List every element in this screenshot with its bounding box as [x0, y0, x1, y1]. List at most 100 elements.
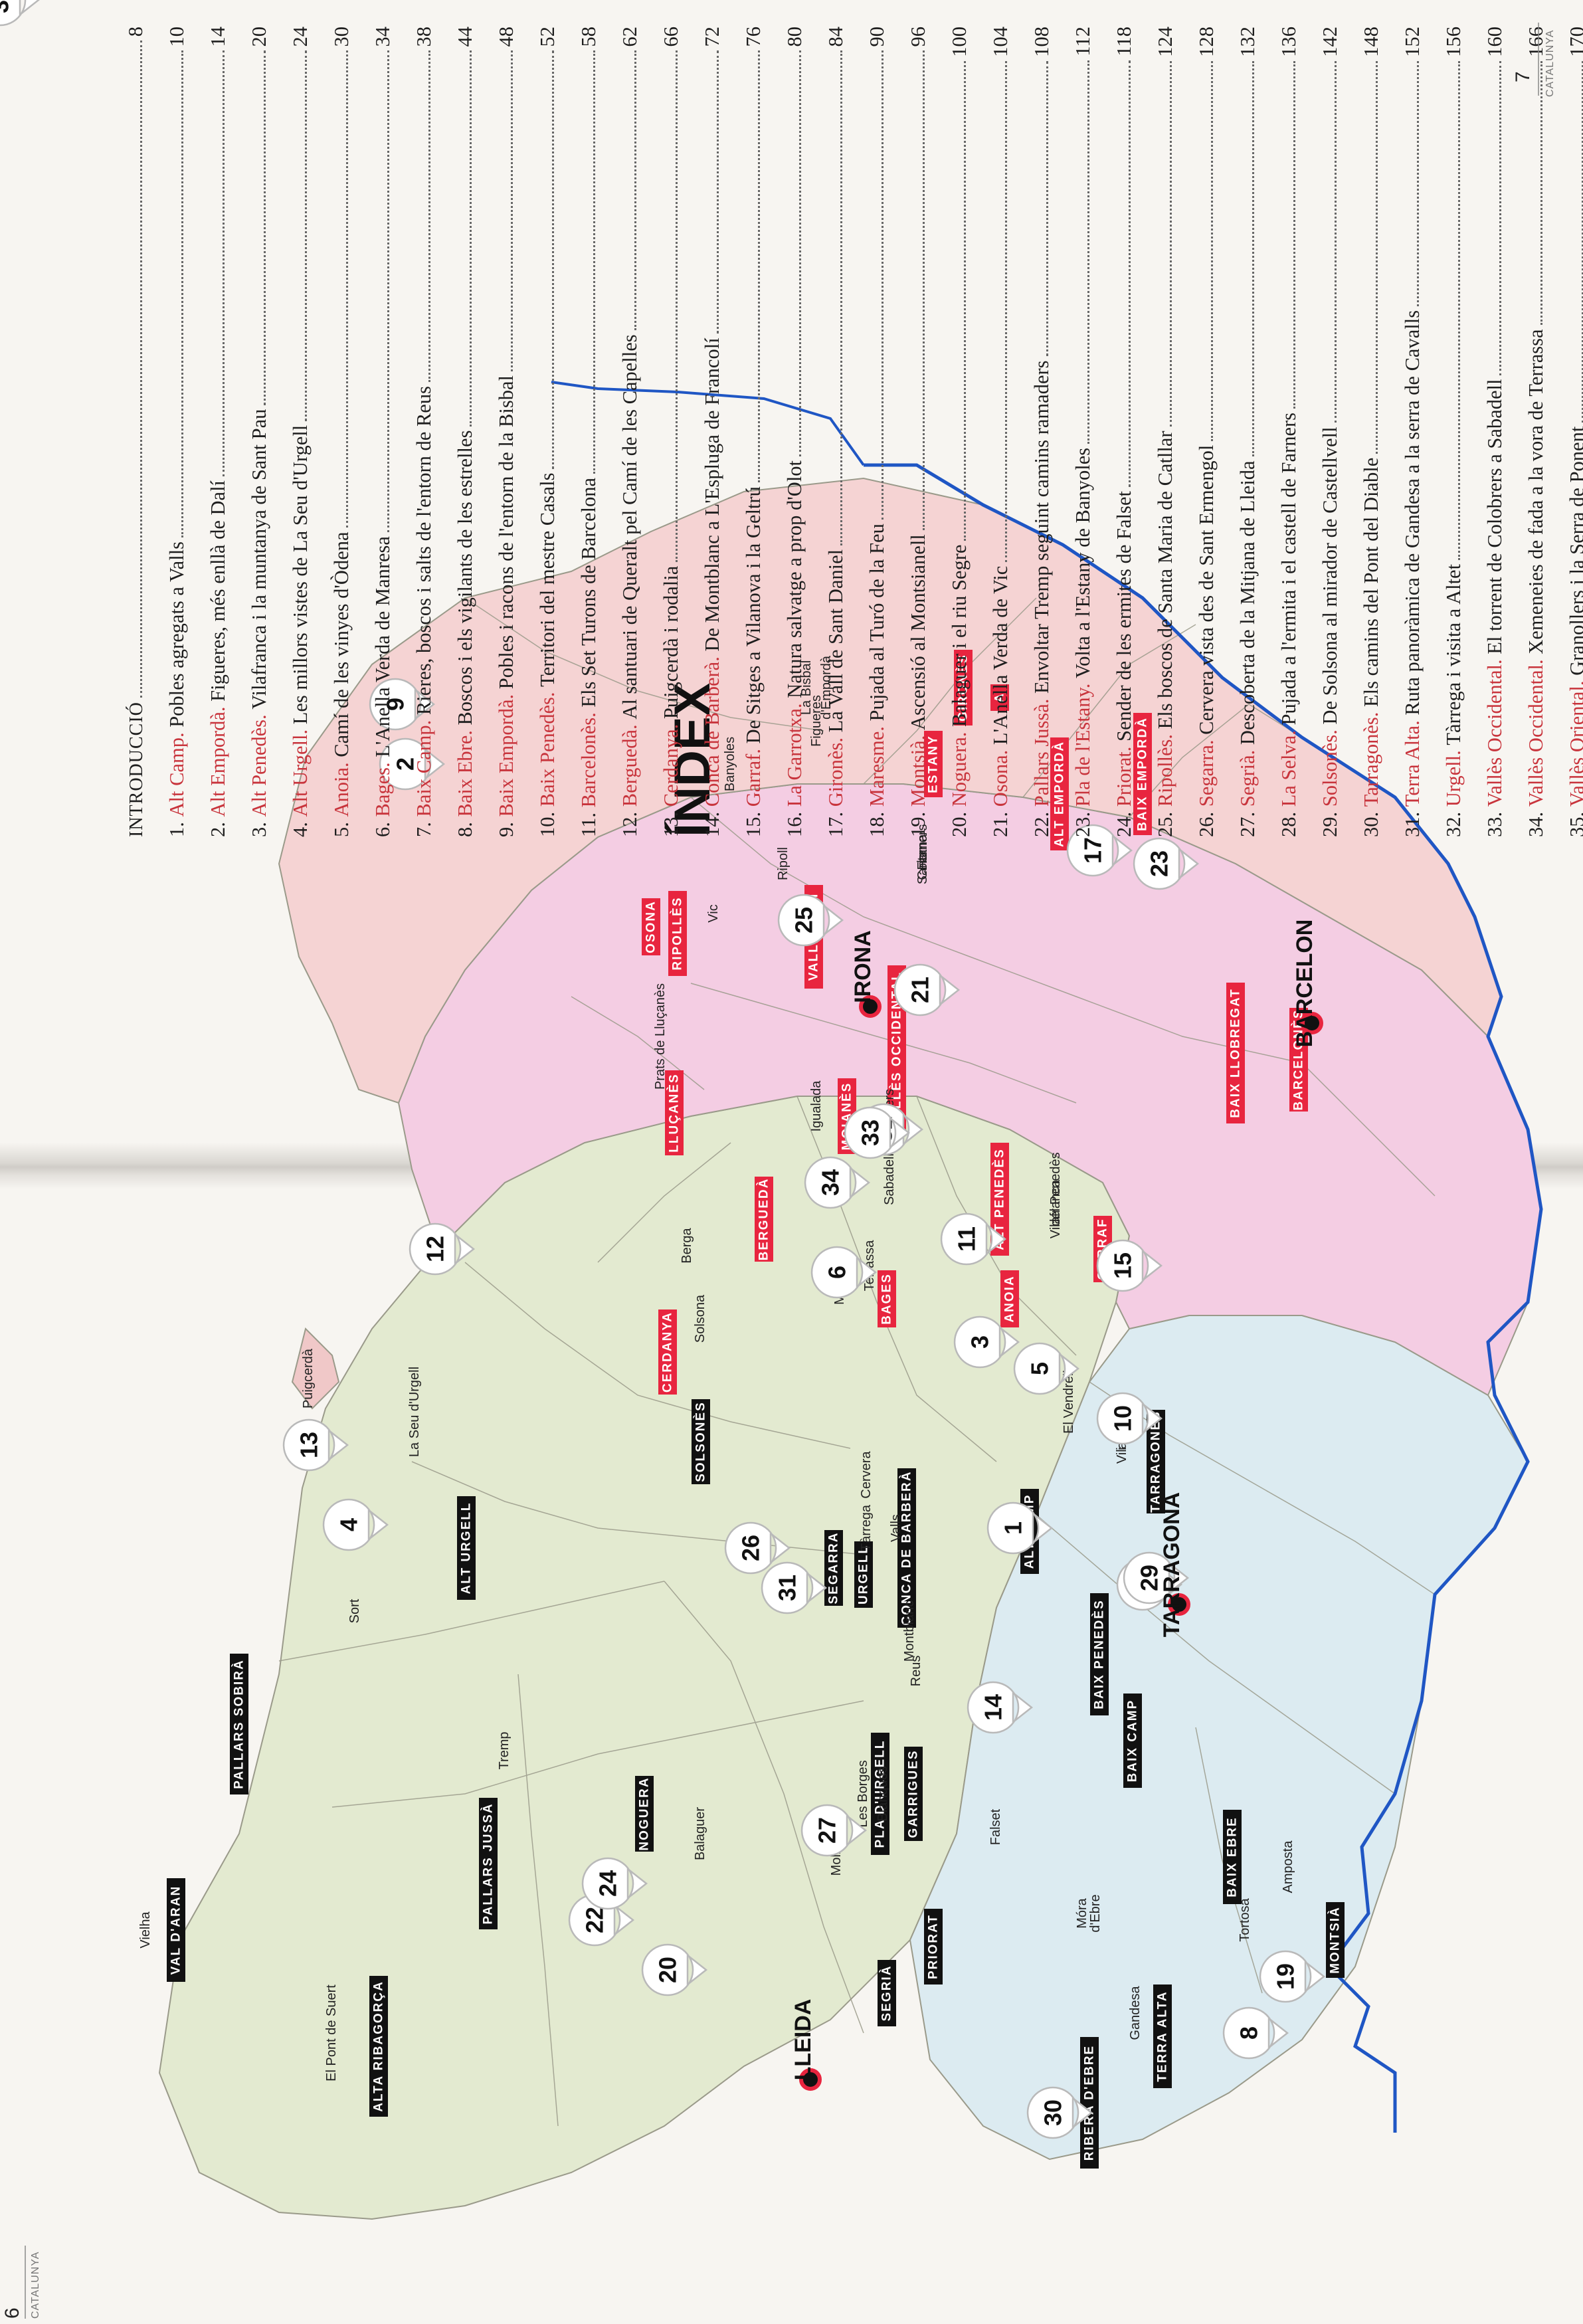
entry-description: Cervera vista des de Sant Ermengol	[1195, 444, 1218, 735]
index-entry[interactable]: 24. Priorat. Sender de les ermites de Fa…	[1095, 27, 1136, 837]
folio-page-number: 6	[1, 2307, 23, 2319]
index-entry[interactable]: 9. Baix Empordà. Pobles i racons de l'en…	[477, 27, 518, 837]
comarca-badge	[990, 1143, 1009, 1256]
index-entry[interactable]: 25. Ripollès. Els boscos de Santa Maria …	[1136, 27, 1177, 837]
entry-page: 112	[1071, 27, 1094, 56]
route-marker[interactable]: 23	[1133, 837, 1200, 890]
index-entry[interactable]: 29. Solsonès. De Solsona al mirador de C…	[1301, 27, 1342, 837]
route-marker[interactable]: 6	[810, 1246, 878, 1299]
route-marker[interactable]: 12	[409, 1222, 476, 1276]
index-entry[interactable]: 8. Baix Ebre. Boscos i els vigilants de …	[436, 27, 477, 837]
index-entry[interactable]: 23. Pla de l'Estany. Volta a l'Estany de…	[1054, 27, 1095, 837]
comarca-name: ESTANY	[927, 735, 941, 793]
index-entry[interactable]: 2. Alt Empordà. Figueres, més enllà de D…	[189, 27, 230, 837]
index-entry[interactable]: 6. Bages. L'Anella Verda de Manresa 34	[353, 27, 395, 837]
marker-pin-icon	[409, 1222, 476, 1276]
index-entry[interactable]: 30. Tarragonès. Els camins del Pont del …	[1342, 27, 1383, 837]
index-entry[interactable]: 33. Vallès Occidental. El torrent de Col…	[1465, 27, 1507, 837]
entry-page: 118	[1113, 27, 1135, 56]
route-marker[interactable]: 26	[724, 1521, 791, 1575]
route-marker[interactable]: 33	[844, 1106, 911, 1159]
route-marker[interactable]: 5	[1013, 1342, 1080, 1395]
route-marker[interactable]: 17	[1066, 824, 1133, 877]
route-marker[interactable]: 20	[641, 1943, 708, 1996]
route-marker[interactable]: 21	[893, 963, 961, 1017]
place-name: Tortosa	[1238, 1897, 1252, 1941]
entry-number: 35.	[1566, 811, 1583, 837]
comarca-label: CONCA DE BARBERÀ	[897, 1468, 916, 1628]
index-entry[interactable]: 18. Maresme. Pujada al Turó de la Feu 90	[848, 27, 889, 837]
entry-region: Noguera.	[948, 731, 971, 807]
route-marker[interactable]: 25	[777, 894, 844, 947]
route-marker[interactable]: 10	[1096, 1392, 1163, 1445]
route-markers: 1234567891011121314151719202122232425262…	[0, 0, 1326, 2139]
entry-page: 148	[1360, 27, 1382, 57]
route-marker[interactable]: 14	[967, 1681, 1034, 1734]
entry-description: Puigcerdà i rodalia	[660, 565, 682, 720]
index-entry[interactable]: 32. Urgell. Tàrrega i visita a Altet 156	[1424, 27, 1465, 837]
index-entry[interactable]: 7. Baix Camp. Rieres, boscos i salts de …	[395, 27, 436, 837]
route-marker[interactable]: 30	[1026, 2086, 1093, 2139]
index-entry[interactable]: 12. Berguedà. Al santuari de Queralt pel…	[601, 27, 642, 837]
marker-number: 10	[1109, 1405, 1137, 1432]
route-marker[interactable]: 15	[1096, 1239, 1163, 1292]
entry-region: Barcelonès.	[577, 712, 600, 808]
index-entry[interactable]: 15. Garraf. De Sitges a Vilanova i la Ge…	[724, 27, 765, 837]
index-entry[interactable]: 27. Segrià. Descoberta de la Mitjana de …	[1218, 27, 1259, 837]
index-entry[interactable]: 3. Alt Penedès. Vilafranca i la muntanya…	[230, 27, 271, 837]
entry-region: Tarragonès.	[1360, 712, 1382, 807]
route-marker[interactable]: 22	[568, 1893, 635, 1947]
route-marker[interactable]: 24	[581, 1857, 648, 1910]
marker-pin-icon	[800, 1804, 868, 1857]
entry-number: 12.	[618, 811, 641, 837]
index-entry[interactable]: 17. Gironès. La Vall de Sant Daniel 84	[806, 27, 848, 837]
route-marker[interactable]: 11	[940, 1212, 1007, 1266]
index-entry[interactable]: 21. Osona. L'Anella Verda de Vic 104	[971, 27, 1012, 837]
index-entry[interactable]: 34. Vallès Occidental. Xemeneies de fada…	[1507, 27, 1548, 837]
coastline	[864, 463, 1543, 2133]
index-entry[interactable]: 1. Alt Camp. Pobles agregats a Valls 10	[147, 27, 189, 837]
index-entry[interactable]: 31. Terra Alta. Ruta panoràmica de Gande…	[1383, 27, 1424, 837]
entry-page: 124	[1154, 27, 1176, 57]
comarca-badge	[479, 1798, 498, 1929]
entry-region: Pallars Jussà.	[1030, 698, 1053, 807]
entry-number: 21.	[989, 811, 1012, 837]
entry-number: 13.	[660, 811, 682, 837]
route-marker[interactable]: 1	[986, 1501, 1054, 1555]
route-marker[interactable]: 2	[379, 737, 446, 791]
route-marker[interactable]: 35	[0, 0, 41, 27]
route-marker[interactable]: 13	[282, 1418, 349, 1472]
index-entry[interactable]: 5. Anoia. Camí de les vinyes d'Òdena 30	[312, 27, 353, 837]
index-entry-intro[interactable]: INTRODUCCIÓ 8	[106, 27, 147, 837]
route-marker[interactable]: 27	[800, 1804, 868, 1857]
route-marker[interactable]: 9	[369, 678, 436, 731]
index-entry[interactable]: 26. Segarra. Cervera vista des de Sant E…	[1177, 27, 1218, 837]
comarca-label: URGELL	[854, 1541, 873, 1608]
leader-dots	[223, 50, 225, 476]
comarca-label: GARRIGUES	[904, 1747, 923, 1841]
index-entry[interactable]: 4. Alt Urgell. Les millors vistes de La …	[271, 27, 312, 837]
comarca-label: TARRAGONÈS	[1147, 1410, 1165, 1513]
index-entry[interactable]: 19. Montsià. Ascensió al Montsianell 96	[889, 27, 930, 837]
route-marker[interactable]: 4	[322, 1498, 389, 1551]
place-name: Les Borges	[856, 1760, 870, 1827]
comarca-badge	[1223, 1810, 1242, 1904]
index-entry[interactable]: 22. Pallars Jussà. Envoltar Tremp seguin…	[1012, 27, 1054, 837]
index-entry[interactable]: 13. Cerdanya. Puigcerdà i rodalia 66	[642, 27, 683, 837]
index-entry[interactable]: 11. Barcelonès. Els Set Turons de Barcel…	[559, 27, 601, 837]
index-entry[interactable]: 20. Noguera. Balaguer i el riu Segre 100	[930, 27, 971, 837]
route-marker[interactable]: 8	[1222, 2006, 1289, 2060]
route-marker[interactable]: 3	[953, 1315, 1020, 1369]
index-entry[interactable]: 35. Vallès Oriental. Granollers i la Ser…	[1548, 27, 1583, 837]
route-marker[interactable]: 19	[1259, 1950, 1326, 2003]
marker-number: 4	[335, 1518, 363, 1531]
index-entry[interactable]: 10. Baix Penedès. Territori del mestre C…	[518, 27, 559, 837]
route-marker[interactable]: 29	[1123, 1551, 1190, 1604]
index-entry[interactable]: 14. Conca de Barberà. De Montblanc a L'E…	[683, 27, 724, 837]
comarca-badge	[878, 1960, 896, 2026]
route-marker[interactable]: 34	[804, 1156, 871, 1209]
index-entry[interactable]: 28. La Selva. Pujada a l'ermita i el cas…	[1259, 27, 1301, 837]
route-marker[interactable]: 31	[761, 1561, 828, 1614]
index-entry[interactable]: 16. La Garrotxa. Natura salvatge a prop …	[765, 27, 806, 837]
entry-page: 66	[660, 27, 682, 47]
